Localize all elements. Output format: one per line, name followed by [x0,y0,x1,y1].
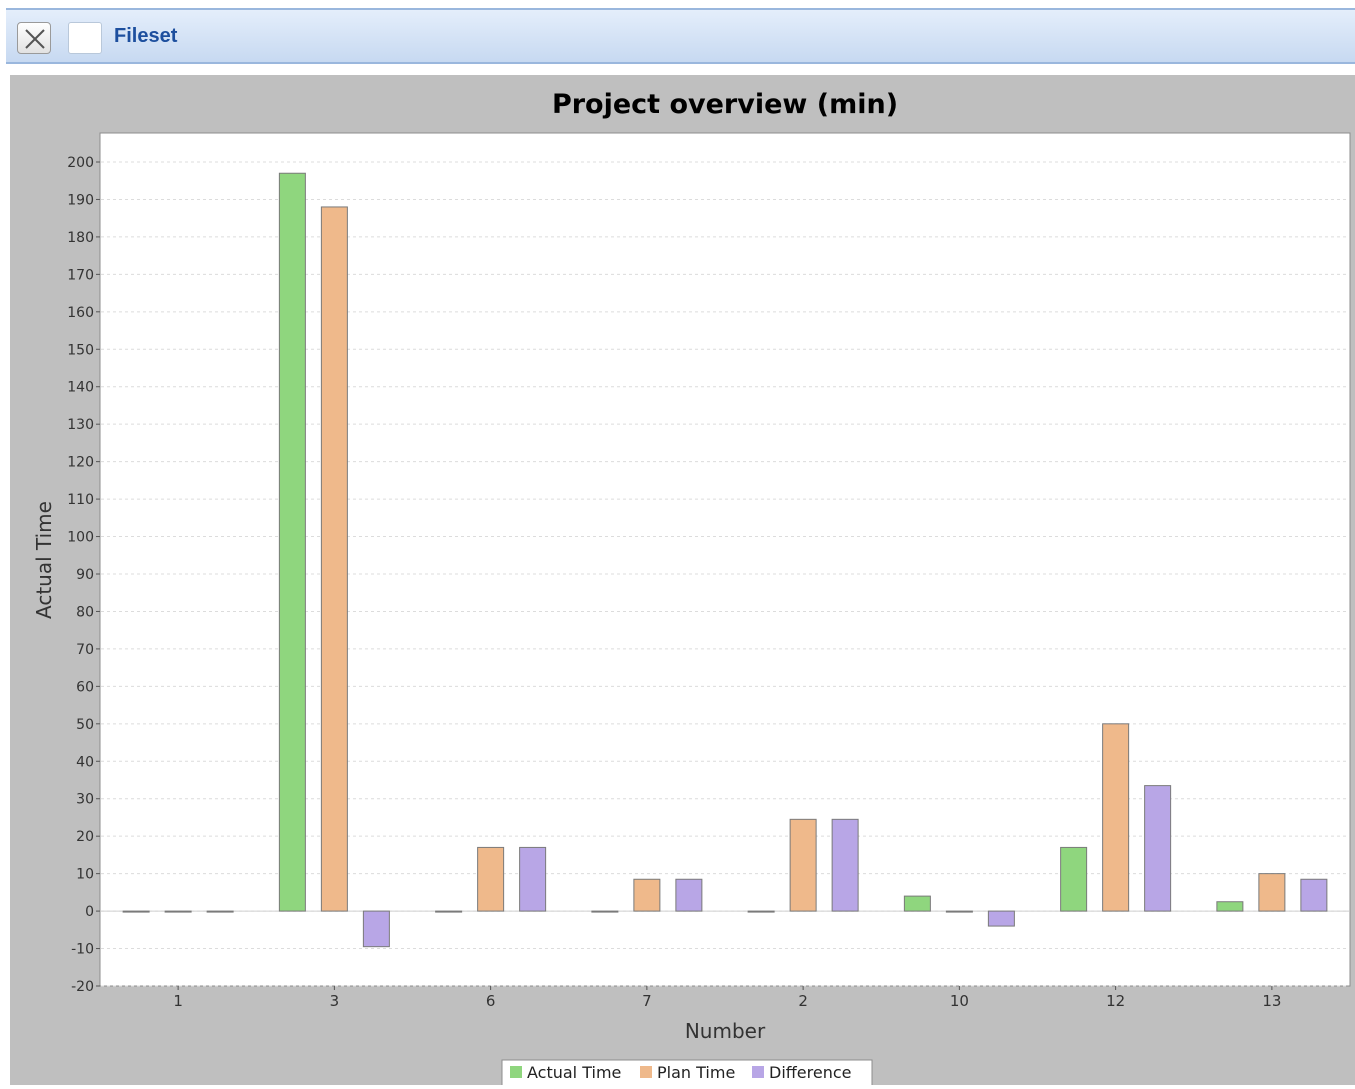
bar [591,910,619,913]
close-icon [25,29,45,49]
y-tick-label: 0 [85,904,94,920]
bar [987,910,1015,927]
y-tick-label: 80 [76,604,94,620]
y-tick-label: 10 [76,867,94,883]
tab-bar: Fileset [6,8,1355,64]
legend-label: Actual Time [527,1063,621,1082]
bar [675,878,703,912]
close-button[interactable] [17,22,51,54]
y-tick-label: 30 [76,792,94,808]
legend-swatch [640,1066,652,1078]
y-tick-label: 180 [67,230,94,246]
chart-panel: Project overview (min) -20 -10 0 10 20 30 40 50 6… [10,75,1355,1087]
y-tick-label: 70 [76,642,94,658]
bar [903,895,931,912]
tab-fileset[interactable]: Fileset [114,25,178,47]
bar [1216,901,1244,912]
y-tick-label: -20 [71,979,94,995]
y-tick-label: 150 [67,342,94,358]
x-tick-label: 10 [950,992,969,1010]
bar [206,910,234,913]
bar [122,910,150,913]
bar [1300,878,1328,912]
x-tick-label: 3 [330,992,340,1010]
bar [164,910,192,913]
x-tick-label: 2 [798,992,808,1010]
x-tick-label: 12 [1106,992,1125,1010]
legend-label: Plan Time [657,1063,735,1082]
y-tick-label: 40 [76,754,94,770]
y-tick-label: 60 [76,679,94,695]
bar [362,910,390,948]
y-tick-label: 160 [67,305,94,321]
y-axis-label: Actual Time [32,501,56,619]
legend-swatch [752,1066,764,1078]
bar [945,910,973,913]
y-tick-label: 50 [76,717,94,733]
y-tick-label: -10 [71,942,94,958]
y-tick-label: 20 [76,829,94,845]
x-tick-label: 1 [173,992,183,1010]
blank-button[interactable] [68,22,102,54]
legend-swatch [510,1066,522,1078]
y-tick-label: 170 [67,267,94,283]
legend-box [501,1059,873,1087]
bar [633,878,661,912]
bar [519,846,547,912]
y-tick-label: 130 [67,417,94,433]
plot-area [99,132,1351,987]
bar [1102,723,1130,912]
y-tick-label: 110 [67,492,94,508]
x-tick-label: 6 [486,992,496,1010]
x-axis-label: Number [685,1019,766,1043]
y-tick-label: 100 [67,530,94,546]
bar [1060,846,1088,912]
y-tick-label: 90 [76,567,94,583]
bar-chart: Project overview (min) -20 -10 0 10 20 30 40 50 6… [32,89,1351,1087]
bar [435,910,463,913]
y-tick-label: 200 [67,155,94,171]
y-tick-label: 140 [67,380,94,396]
bar [747,910,775,913]
x-tick-label: 7 [642,992,652,1010]
y-tick-label: 190 [67,192,94,208]
y-tick-label: 120 [67,455,94,471]
bar [320,206,348,912]
legend-label: Difference [769,1063,851,1082]
bar [477,846,505,912]
chart-title: Project overview (min) [552,89,898,120]
bar [1144,785,1172,912]
x-tick-label: 13 [1262,992,1281,1010]
bar [831,818,859,912]
bar [789,818,817,912]
bar [278,172,306,912]
bar [1258,873,1286,912]
